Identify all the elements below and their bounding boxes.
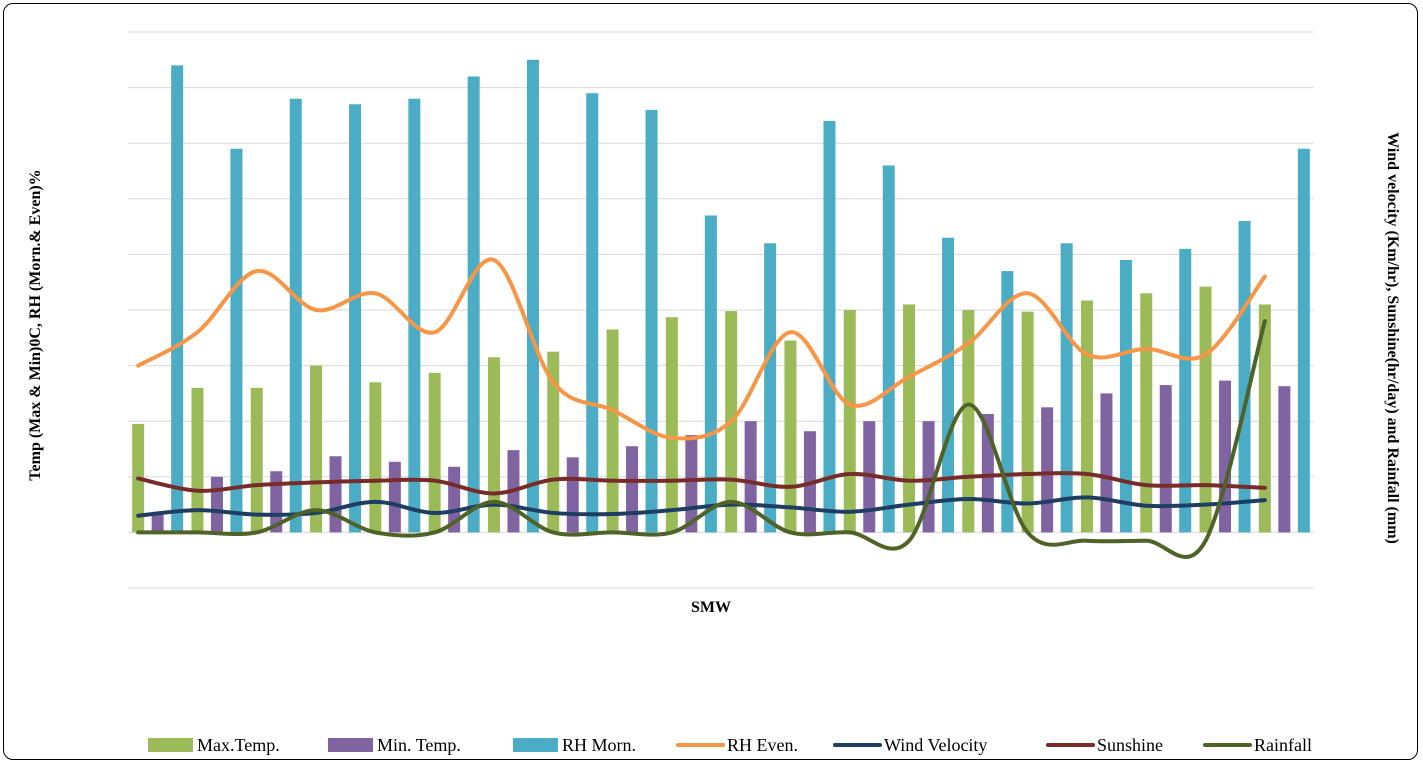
bar-min-temp-16 (1041, 407, 1054, 533)
bar-rh-morn-15 (1001, 271, 1014, 533)
bar-min-temp-1 (151, 512, 164, 533)
bar-min-temp-2 (210, 476, 223, 533)
bar-rh-morn-12 (823, 120, 836, 533)
legend-swatch-max-temp (148, 738, 193, 752)
bar-rh-morn-13 (882, 165, 895, 533)
bar-rh-morn-20 (1297, 148, 1310, 533)
bar-min-temp-9 (626, 446, 639, 533)
bar-max-temp-8 (547, 351, 560, 533)
bar-max-temp-18 (1140, 293, 1153, 533)
bar-min-temp-18 (1159, 385, 1172, 533)
series-lines (136, 257, 1267, 559)
bar-rh-morn-10 (704, 215, 717, 533)
bars (132, 59, 1310, 533)
legend-label-wind-velocity: Wind Velocity (884, 735, 987, 755)
legend-label-rh-morn: RH Morn. (562, 735, 636, 755)
bar-rh-morn-4 (349, 104, 362, 533)
bar-rh-morn-11 (764, 243, 777, 533)
bar-min-temp-4 (329, 456, 342, 533)
x-axis-title: SMW (691, 599, 731, 616)
line-rh-even (136, 257, 1267, 441)
bar-max-temp-19 (1199, 286, 1212, 533)
bar-max-temp-16 (1021, 311, 1034, 533)
bar-rh-morn-17 (1119, 259, 1132, 533)
bar-min-temp-19 (1219, 380, 1232, 533)
bar-max-temp-4 (310, 365, 323, 533)
bar-min-temp-11 (744, 421, 757, 533)
bar-rh-morn-7 (526, 59, 539, 533)
bar-max-temp-10 (665, 317, 678, 533)
bar-rh-morn-8 (586, 93, 599, 533)
bar-rh-morn-18 (1179, 248, 1192, 533)
legend-label-max-temp: Max.Temp. (197, 735, 280, 755)
legend-swatch-rh-morn (513, 738, 558, 752)
bar-min-temp-17 (1100, 393, 1113, 533)
bar-max-temp-12 (784, 340, 797, 533)
bar-max-temp-20 (1258, 304, 1271, 533)
bar-rh-morn-2 (230, 148, 243, 533)
line-sunshine (136, 471, 1267, 496)
bar-rh-morn-9 (645, 109, 658, 533)
bar-rh-morn-16 (1060, 243, 1073, 533)
line-rainfall (136, 319, 1267, 559)
legend-label-sunshine: Sunshine (1097, 735, 1163, 755)
bar-rh-morn-3 (289, 98, 302, 533)
bar-rh-morn-1 (171, 65, 184, 533)
y-axis-title: Temp (Max & Min)0C, RH (Morn.& Even)% (27, 169, 44, 480)
bar-max-temp-9 (606, 329, 619, 533)
bar-rh-morn-5 (408, 98, 421, 533)
bar-max-temp-13 (843, 310, 856, 533)
bar-max-temp-5 (369, 382, 382, 533)
bar-max-temp-14 (903, 304, 916, 533)
bar-rh-morn-19 (1238, 221, 1251, 533)
bar-min-temp-5 (388, 461, 401, 533)
bar-max-temp-2 (191, 387, 204, 533)
bar-rh-morn-14 (942, 237, 955, 533)
legend-label-rainfall: Rainfall (1254, 735, 1312, 755)
legend-swatch-min-temp (328, 738, 373, 752)
legend-label-rh-even: RH Even. (727, 735, 798, 755)
bar-max-temp-6 (428, 372, 441, 533)
bar-min-temp-3 (270, 471, 283, 533)
bar-min-temp-8 (566, 457, 579, 533)
bar-max-temp-7 (487, 357, 500, 533)
legend: Max.Temp. Min. Temp. RH Morn. RH Even. Wind … (148, 735, 1312, 755)
bar-min-temp-14 (922, 421, 935, 533)
legend-label-min-temp: Min. Temp. (377, 735, 461, 755)
bar-rh-morn-6 (467, 76, 480, 533)
gridlines (128, 31, 1314, 589)
bar-max-temp-3 (250, 387, 263, 533)
bar-min-temp-20 (1278, 386, 1291, 533)
y2-axis-title: Wind velocity (Km/hr), Sunshine(hr/day) … (1384, 132, 1401, 544)
